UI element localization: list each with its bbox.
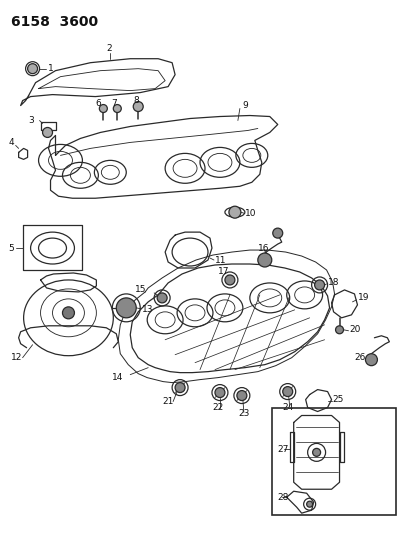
- Text: 19: 19: [357, 293, 369, 302]
- Text: 18: 18: [328, 278, 339, 287]
- Text: 21: 21: [162, 397, 173, 406]
- Text: 3: 3: [29, 116, 34, 125]
- Text: 10: 10: [245, 209, 256, 217]
- Circle shape: [28, 63, 38, 74]
- Text: 15: 15: [135, 285, 147, 294]
- Text: 28: 28: [278, 492, 289, 502]
- Text: 14: 14: [112, 373, 124, 382]
- Text: 7: 7: [111, 99, 117, 108]
- Circle shape: [237, 391, 247, 400]
- Circle shape: [313, 448, 321, 456]
- Text: 5: 5: [9, 244, 14, 253]
- Circle shape: [229, 206, 241, 218]
- Text: 1: 1: [48, 64, 53, 73]
- Text: 25: 25: [333, 395, 344, 404]
- Circle shape: [157, 293, 167, 303]
- Text: 22: 22: [212, 403, 223, 412]
- Circle shape: [258, 253, 272, 267]
- Text: 6158  3600: 6158 3600: [11, 15, 98, 29]
- Circle shape: [62, 307, 74, 319]
- Text: 11: 11: [215, 255, 226, 264]
- Bar: [272, 408, 396, 515]
- Circle shape: [283, 386, 293, 397]
- Circle shape: [366, 354, 377, 366]
- Text: 13: 13: [142, 305, 154, 314]
- Text: 27: 27: [278, 445, 289, 454]
- Text: 24: 24: [283, 403, 294, 412]
- Text: 26: 26: [355, 353, 366, 362]
- Circle shape: [307, 501, 313, 507]
- Circle shape: [100, 104, 107, 112]
- Text: 4: 4: [9, 138, 14, 147]
- Circle shape: [225, 275, 235, 285]
- Circle shape: [315, 280, 325, 290]
- Text: 8: 8: [133, 96, 139, 105]
- Circle shape: [133, 102, 143, 111]
- Circle shape: [116, 298, 136, 318]
- Circle shape: [273, 228, 283, 238]
- Text: 12: 12: [11, 353, 22, 362]
- Text: 20: 20: [350, 325, 361, 334]
- Circle shape: [335, 326, 344, 334]
- Text: 23: 23: [238, 409, 249, 418]
- Text: 2: 2: [106, 44, 112, 53]
- Circle shape: [215, 387, 225, 398]
- Circle shape: [175, 383, 185, 393]
- Text: 17: 17: [218, 268, 229, 277]
- Text: 9: 9: [243, 101, 248, 110]
- Text: 16: 16: [258, 244, 269, 253]
- Text: 6: 6: [95, 99, 101, 108]
- Circle shape: [42, 127, 53, 138]
- Circle shape: [113, 104, 121, 112]
